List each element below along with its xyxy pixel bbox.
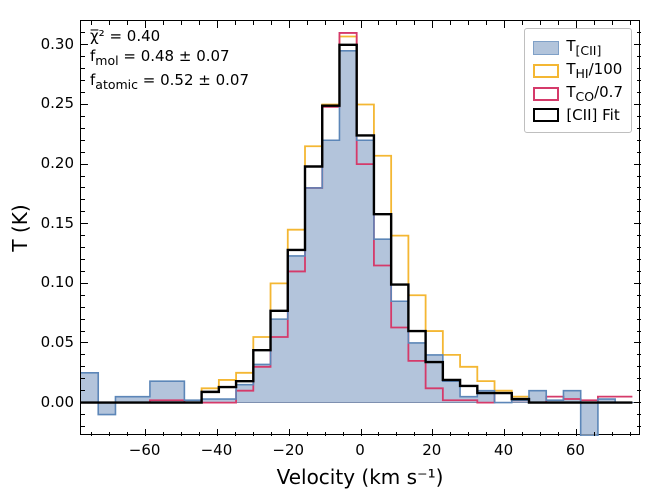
legend-label-tco: TCO/0.7 bbox=[566, 83, 623, 104]
legend-label-fit: [CII] Fit bbox=[566, 106, 619, 124]
legend-label-thi: THI/100 bbox=[566, 60, 622, 81]
legend: T[CII]THI/100TCO/0.7 [CII] Fit bbox=[524, 28, 632, 133]
y-axis-label: T (K) bbox=[8, 204, 32, 251]
fit-stats: χ̅² = 0.40fmol = 0.48 ± 0.07fatomic = 0.… bbox=[90, 26, 249, 94]
xtick-label: −60 bbox=[129, 441, 161, 459]
xtick-label: 20 bbox=[422, 441, 441, 459]
legend-row-tco: TCO/0.7 bbox=[533, 83, 623, 104]
ytick-label: 0.25 bbox=[34, 94, 74, 112]
ytick-label: 0.00 bbox=[34, 393, 74, 411]
legend-row-tcii: T[CII] bbox=[533, 37, 623, 58]
xtick-label: −40 bbox=[201, 441, 233, 459]
legend-row-fit: [CII] Fit bbox=[533, 106, 623, 124]
ytick-label: 0.05 bbox=[34, 333, 74, 351]
ytick-label: 0.20 bbox=[34, 154, 74, 172]
xtick-label: 60 bbox=[566, 441, 585, 459]
legend-row-thi: THI/100 bbox=[533, 60, 623, 81]
xtick-label: 40 bbox=[494, 441, 513, 459]
legend-swatch-tco bbox=[533, 87, 559, 101]
ytick-label: 0.10 bbox=[34, 273, 74, 291]
ytick-label: 0.15 bbox=[34, 214, 74, 232]
legend-label-tcii: T[CII] bbox=[566, 37, 601, 58]
ytick-label: 0.30 bbox=[34, 35, 74, 53]
legend-swatch-tcii bbox=[533, 41, 559, 55]
xtick-label: 0 bbox=[355, 441, 365, 459]
xtick-label: −20 bbox=[272, 441, 304, 459]
x-axis-label: Velocity (km s⁻¹) bbox=[277, 465, 444, 489]
legend-swatch-fit bbox=[533, 108, 559, 122]
chi2: χ̅² = 0.40 bbox=[90, 27, 160, 45]
legend-swatch-thi bbox=[533, 64, 559, 78]
